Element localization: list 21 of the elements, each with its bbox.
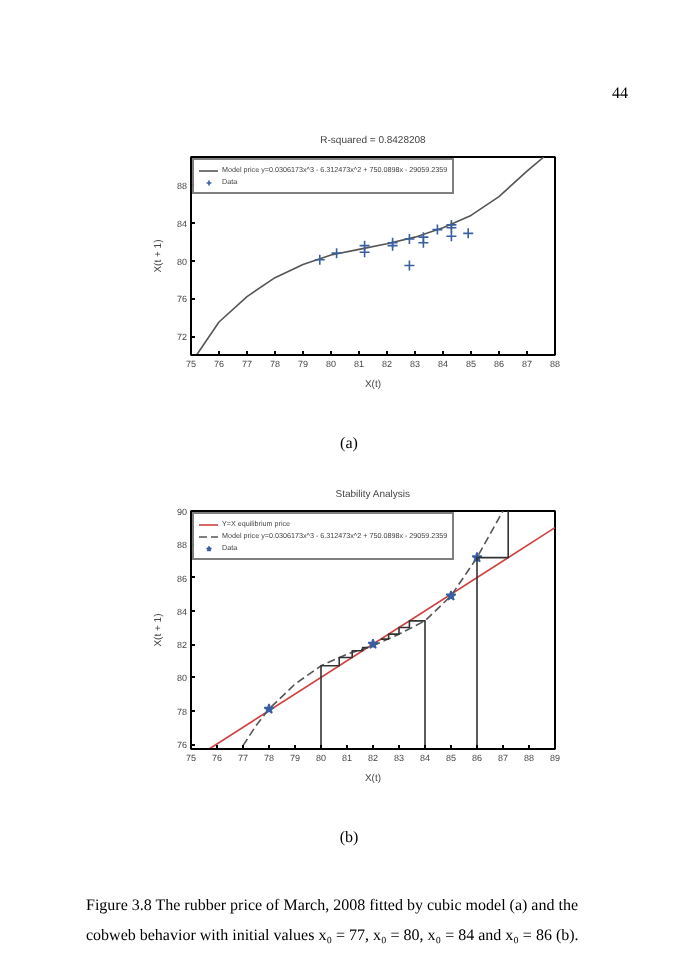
point [403, 259, 416, 272]
text: (b) [339, 826, 359, 850]
line-series [195, 157, 545, 355]
point [431, 223, 444, 236]
point [445, 230, 458, 242]
text: (a) [340, 432, 358, 456]
point [263, 703, 275, 714]
point [417, 237, 430, 249]
point [314, 253, 326, 266]
point [358, 246, 371, 259]
line-series [242, 511, 504, 747]
point [445, 590, 457, 601]
line-series [380, 620, 426, 749]
text: 44 [612, 82, 628, 106]
point [403, 233, 416, 245]
point [367, 638, 379, 649]
point [358, 239, 371, 252]
caption: Figure 3.8 The rubber price of March, 2008 fitted by cubic model (a) and the cobweb behavior with initial values x₀ = 77, x₀ = 80, x₀ = 84 and x₀ = 86 (b). [86, 894, 581, 949]
point [417, 231, 430, 243]
point [330, 247, 343, 259]
point [462, 227, 474, 240]
